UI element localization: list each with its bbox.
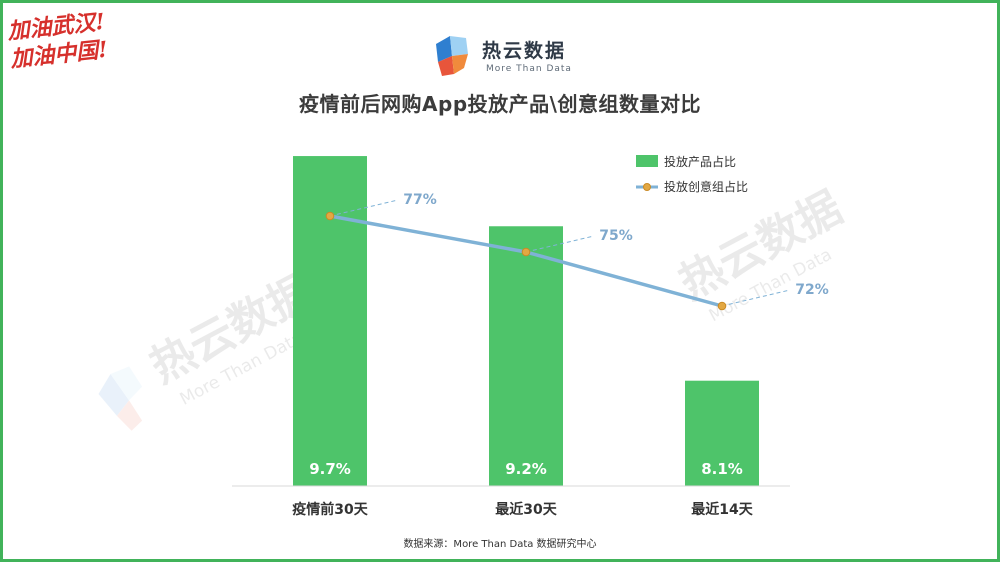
legend: 投放产品占比 投放创意组占比: [636, 154, 748, 194]
legend-label-bar: 投放产品占比: [664, 154, 736, 169]
line-leader-3: [721, 289, 791, 307]
watermark-right: 热云数据 More Than Data: [671, 182, 850, 326]
legend-swatch-marker: [643, 183, 651, 191]
x-tick-label-2: 最近30天: [495, 501, 557, 518]
bar-value-label-1: 9.7%: [309, 460, 351, 478]
bar-3: [685, 380, 759, 486]
chart-title: 疫情前后网购App投放产品\创意组数量对比: [299, 92, 701, 116]
bar-1: [293, 156, 367, 486]
line-series: 77% 75% 72%: [325, 192, 829, 311]
bar-value-label-3: 8.1%: [701, 460, 743, 478]
x-tick-label-3: 最近14天: [691, 501, 753, 518]
line-point-1: [325, 211, 335, 221]
bar-value-label-2: 9.2%: [505, 460, 547, 478]
line-leader-2: [525, 235, 595, 253]
x-tick-labels: 疫情前30天 最近30天 最近14天: [292, 501, 753, 518]
line-point-2: [521, 247, 531, 257]
line-value-label-2: 75%: [599, 228, 633, 244]
line-leader-1: [329, 199, 399, 217]
brand-tagline: More Than Data: [486, 64, 572, 74]
x-tick-label-1: 疫情前30天: [292, 501, 368, 518]
line-value-label-3: 72%: [795, 282, 829, 298]
line-point-3: [717, 301, 727, 311]
bar-series: 9.7% 9.2% 8.1%: [293, 156, 759, 486]
bar-2: [489, 226, 563, 486]
line-value-label-1: 77%: [403, 192, 437, 208]
brand-logo-icon: [436, 36, 468, 76]
brand-header: 热云数据 More Than Data: [430, 30, 610, 80]
legend-label-line: 投放创意组占比: [664, 179, 748, 194]
brand-name: 热云数据: [482, 40, 567, 62]
legend-swatch-bar: [636, 155, 658, 167]
data-source-note: 数据来源：More Than Data 数据研究中心: [403, 539, 597, 550]
